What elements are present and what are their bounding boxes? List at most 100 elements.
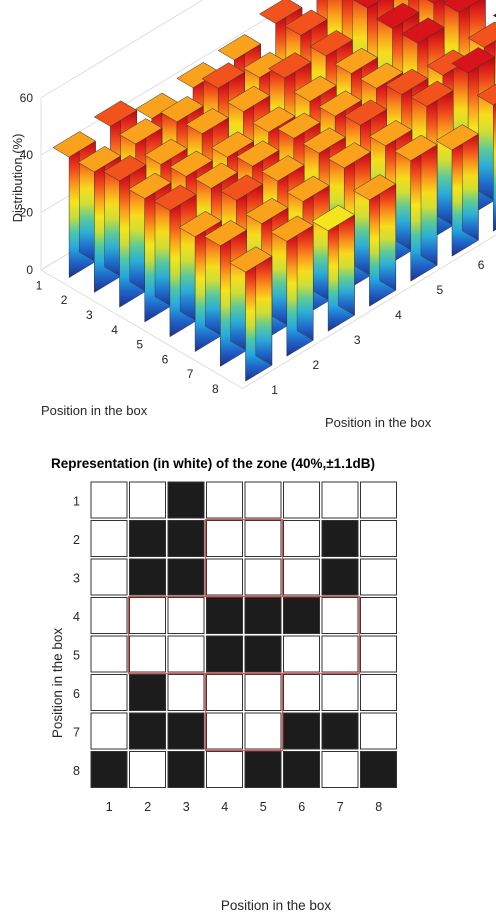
zone-cell-white [360,597,397,634]
zone-cell-white [167,674,205,711]
zone-cell-black [206,597,243,634]
zone-cell-white [90,520,128,557]
zone-cell-black [206,635,243,673]
heatmap-row-tick: 4 [73,610,80,624]
heatmap-row-tick: 3 [73,571,80,585]
col-axis-label: Position in the box [325,415,432,430]
bar-top-face [492,13,496,18]
col-tick-label: 2 [313,358,320,372]
col-tick-label: 6 [478,258,485,272]
row-tick-label: 2 [61,293,68,307]
bar-side-face [395,119,413,251]
bar-top-face [435,124,479,151]
zone-cell-black [167,712,205,750]
zone-cell-white [90,635,128,673]
bar3d [311,204,355,332]
bar-top-face [401,17,445,44]
zone-cell-white [321,674,359,711]
bar-side-face [79,131,96,263]
bar3d [394,134,438,282]
z-tick-label: 60 [20,91,34,105]
zone-cell-white [90,597,128,634]
zone-cell-white [206,751,243,788]
zone-cell-white [360,520,397,557]
bar-top-face [228,246,273,273]
heatmap-col-tick: 1 [106,800,113,814]
zone-cell-white [244,520,282,557]
bar-top-face [394,134,438,161]
zone-cell-white [360,481,397,519]
bar-top-face [93,100,138,127]
z-tick-label: 0 [26,263,33,277]
bar-top-face [268,52,312,79]
zone-heatmap: Representation (in white) of the zone (4… [50,456,397,913]
bar-top-face [410,80,454,107]
bar-top-face [427,0,441,4]
zone-cell-white [167,635,205,673]
zone-cell-black [244,597,282,634]
bar-top-face [217,34,262,61]
bar-side-face [230,219,247,351]
zone-cell-white [360,558,397,596]
bar-top-face [318,90,362,117]
bar-side-face [354,142,371,276]
bar-top-face [245,198,289,225]
bar-top-face [353,0,381,9]
heatmap-y-label: Position in the box [50,628,65,739]
bar-top-face [277,112,321,139]
bar-top-face [293,75,337,102]
bar-side-face [436,80,454,226]
bar-top-face [185,108,229,135]
bar-top-face [309,30,353,57]
zone-cell-white [244,558,282,596]
zone-cell-white [90,558,128,596]
bar3d [476,83,496,232]
bar-top-face [259,0,303,24]
bar-top-face [235,140,280,167]
heatmap-x-label: Position in the box [221,898,332,913]
heatmap-row-ticks: 1 2 3 4 5 6 7 8 [73,494,80,778]
zone-cell-white [360,712,397,750]
bar-top-face [352,174,397,201]
zone-cell-black [283,597,320,634]
heatmap-col-tick: 5 [260,800,267,814]
zone-cell-white [129,635,166,673]
zone-cell-white [321,597,359,634]
z-axis-ticks: 0 20 40 60 [20,91,34,277]
bar-top-face [261,155,305,182]
bar-top-face [359,62,404,89]
bar-side-face [312,175,330,301]
heatmap-col-tick: 6 [298,800,305,814]
heatmap-col-tick: 2 [144,800,151,814]
zone-cell-black [167,751,205,788]
bar-top-face [219,174,264,201]
zone-cell-white [360,635,397,673]
col-tick-label: 4 [395,308,402,322]
bar3d [52,131,96,279]
heatmap-row-tick: 1 [73,494,80,508]
row-axis-label: Position in the box [41,403,148,418]
bar-side-face [179,184,197,322]
bar-side-face [296,215,314,341]
bar-top-face [203,220,248,247]
heatmap-row-tick: 7 [73,725,80,739]
z-axis-label: Distribution (%) [10,134,25,223]
zone-cell-white [244,712,282,750]
row-tick-label: 6 [162,352,169,366]
zone-cell-black [283,712,320,750]
row-tick-label: 7 [187,367,194,381]
heatmap-title: Representation (in white) of the zone (4… [51,456,375,471]
zone-cell-white [283,558,320,596]
row-tick-label: 4 [111,323,118,337]
bar-top-face [194,162,239,189]
zone-outline [204,672,284,752]
bar-top-face [286,175,330,202]
bar-top-face [252,106,296,133]
bar-top-face [270,215,314,242]
heatmap-col-tick: 4 [221,800,228,814]
zone-cell-black [129,712,166,750]
bar-top-face [52,131,96,158]
zone-cell-black [360,751,397,788]
heatmap-col-ticks: 1 2 3 4 5 6 7 8 [106,800,383,814]
